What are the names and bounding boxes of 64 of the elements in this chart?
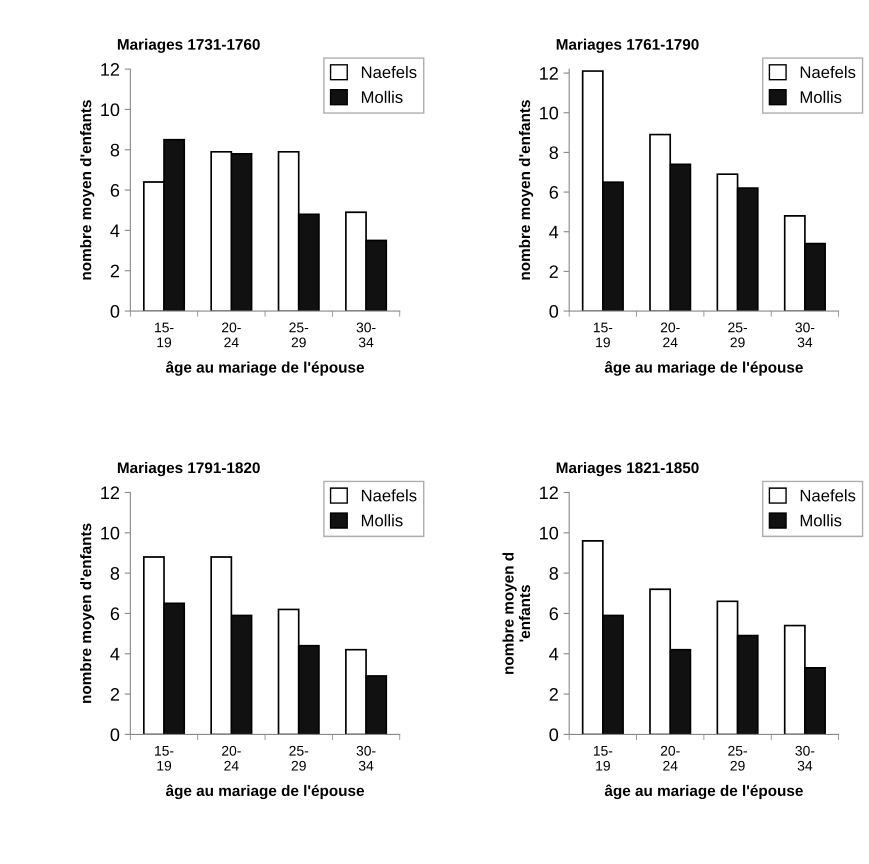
y-tick-label: 8 (550, 146, 558, 160)
x-tick-label: 25- 29 (728, 746, 747, 771)
legend-label: Naefels (362, 489, 416, 502)
chart-title: Mariages 1821-1850 (556, 462, 699, 476)
x-tick-label: 20- 24 (660, 322, 680, 348)
y-axis-title: nombre moyen d'enfants (80, 524, 94, 703)
y-tick-label: 4 (110, 648, 120, 660)
x-tick-label: 30- 34 (356, 322, 376, 348)
x-axis-title: âge au mariage de l'épouse (166, 784, 364, 800)
chart-title: Mariages 1761-1790 (556, 38, 699, 53)
y-tick-label: 2 (110, 688, 120, 701)
x-tick-label: 30- 34 (795, 746, 814, 771)
y-tick-label: 10 (540, 526, 558, 540)
x-tick-label: 20- 24 (222, 746, 241, 771)
chart-title: Mariages 1791-1820 (118, 462, 260, 476)
y-tick-label: 2 (550, 688, 558, 701)
y-tick-label: 8 (110, 567, 120, 580)
y-tick-label: 4 (549, 648, 558, 660)
y-tick-label: 0 (549, 728, 558, 742)
y-tick-label: 6 (110, 607, 120, 620)
x-tick-label: 25- 29 (289, 746, 308, 771)
y-tick-label: 10 (101, 526, 120, 540)
y-tick-label: 0 (110, 728, 120, 742)
y-tick-label: 10 (540, 106, 558, 120)
y-tick-label: 6 (550, 186, 558, 199)
legend-label: Naefels (362, 66, 416, 78)
x-tick-label: 15- 19 (594, 746, 612, 771)
x-tick-label: 30- 34 (356, 746, 376, 771)
y-tick-label: 8 (550, 567, 558, 580)
x-tick-label: 20- 24 (660, 746, 680, 771)
x-tick-label: 15- 19 (155, 322, 174, 348)
x-axis-title: âge au mariage de l'épouse (604, 784, 803, 800)
y-tick-label: 12 (540, 67, 558, 80)
y-tick-label: 0 (549, 304, 558, 318)
x-tick-label: 15- 19 (594, 322, 612, 348)
y-tick-label: 12 (101, 486, 120, 500)
x-tick-label: 15- 19 (155, 746, 174, 771)
x-tick-label: 20- 24 (222, 322, 241, 348)
x-tick-label: 30- 34 (795, 322, 814, 348)
y-tick-label: 10 (101, 103, 120, 116)
x-tick-label: 25- 29 (289, 322, 308, 348)
y-tick-label: 4 (549, 226, 558, 238)
y-tick-label: 12 (101, 63, 120, 76)
y-axis-title: nombre moyen d'enfants (80, 100, 94, 280)
legend-label: Mollis (800, 90, 842, 104)
y-tick-label: 4 (110, 224, 120, 237)
y-tick-label: 2 (550, 265, 558, 278)
legend-label: Mollis (800, 514, 842, 526)
x-tick-label: 25- 29 (728, 322, 747, 348)
x-axis-title: âge au mariage de l'épouse (604, 361, 803, 376)
chart-title: Mariages 1731-1760 (118, 38, 260, 53)
legend-label: Mollis (362, 90, 403, 104)
y-tick-label: 6 (110, 184, 120, 197)
legend-label: Naefels (800, 489, 856, 502)
y-tick-label: 8 (110, 144, 120, 156)
y-axis-title: nombre moyen d'enfants (518, 100, 534, 280)
y-tick-label: 12 (540, 486, 558, 500)
x-axis-title: âge au mariage de l'épouse (166, 361, 364, 376)
y-tick-label: 6 (550, 607, 558, 620)
y-axis-title: nombre moyen d 'enfants (502, 552, 530, 674)
y-tick-label: 2 (110, 264, 120, 278)
y-tick-label: 0 (110, 304, 120, 318)
legend-label: Mollis (362, 514, 403, 526)
legend-label: Naefels (800, 66, 856, 78)
